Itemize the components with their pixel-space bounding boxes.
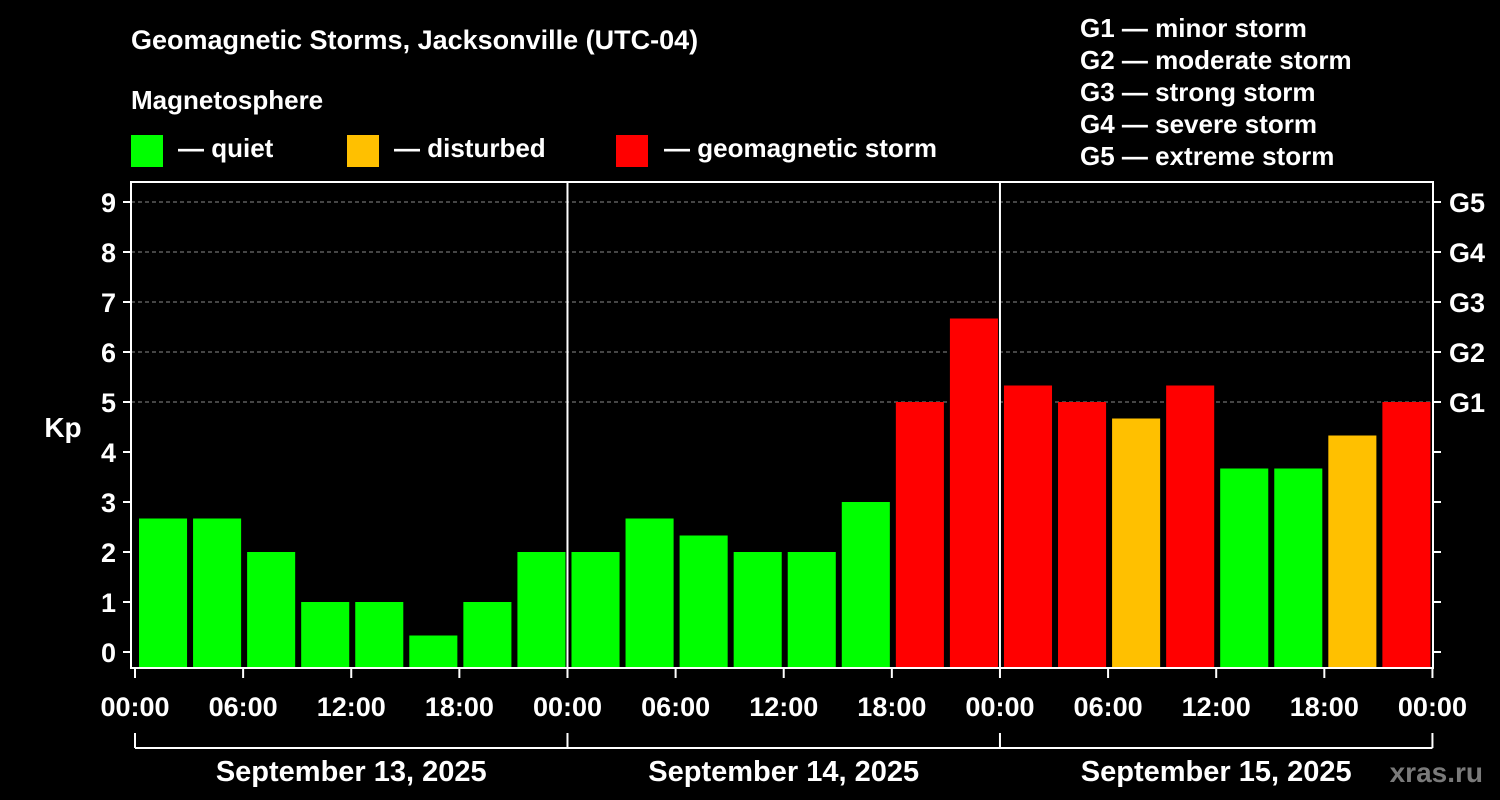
- x-tick-label-3: 18:00: [425, 692, 494, 722]
- storm-scale-g2: G2 — moderate storm: [1080, 45, 1352, 75]
- y-tick-label-7: 7: [101, 288, 116, 318]
- legend-swatch-disturbed: [347, 135, 379, 167]
- bars-group: [139, 318, 1484, 669]
- g-tick-label-g1: G1: [1449, 388, 1485, 418]
- storm-scale-g1: G1 — minor storm: [1080, 13, 1307, 43]
- watermark: xras.ru: [1390, 757, 1483, 788]
- bar-8: [571, 552, 620, 668]
- y-tick-label-8: 8: [101, 238, 116, 268]
- grid: [131, 201, 1433, 403]
- x-tick-label-10: 12:00: [1182, 692, 1251, 722]
- bar-0: [139, 518, 188, 668]
- g-scale-ticks: G1 G2 G3 G4 G5: [1433, 188, 1485, 653]
- storm-scale-legend: G1 — minor storm G2 — moderate storm G3 …: [1080, 13, 1352, 171]
- bar-11: [733, 552, 782, 668]
- y-tick-label-3: 3: [101, 488, 116, 518]
- storm-scale-g5: G5 — extreme storm: [1080, 141, 1334, 171]
- legend-heading: Magnetosphere: [131, 85, 323, 115]
- bar-14: [895, 402, 944, 668]
- bar-12: [787, 552, 836, 668]
- plot-frame: [130, 181, 1434, 669]
- y-axis-ticks: 0 1 2 3 4 5 6 7 8 9: [101, 188, 131, 668]
- x-tick-label-6: 12:00: [749, 692, 818, 722]
- bar-24: [1436, 469, 1484, 669]
- y-tick-label-6: 6: [101, 338, 116, 368]
- g-tick-label-g3: G3: [1449, 288, 1485, 318]
- x-tick-label-9: 06:00: [1074, 692, 1143, 722]
- bar-19: [1166, 385, 1215, 668]
- legend-label-storm: — geomagnetic storm: [664, 133, 937, 163]
- bar-5: [409, 635, 458, 668]
- y-tick-label-1: 1: [101, 588, 116, 618]
- date-label-0: September 13, 2025: [216, 756, 487, 788]
- bar-15: [949, 318, 998, 668]
- bar-3: [301, 602, 350, 668]
- bar-20: [1220, 468, 1269, 668]
- date-label-2: September 15, 2025: [1081, 756, 1352, 788]
- x-tick-label-5: 06:00: [641, 692, 710, 722]
- x-tick-label-7: 18:00: [857, 692, 926, 722]
- legend-item-disturbed: — disturbed: [347, 133, 546, 167]
- date-label-1: September 14, 2025: [648, 756, 919, 788]
- bar-2: [247, 552, 296, 668]
- legend-item-storm: — geomagnetic storm: [616, 133, 937, 167]
- bar-21: [1274, 468, 1323, 668]
- y-tick-label-4: 4: [101, 438, 116, 468]
- legend-swatch-storm: [616, 135, 648, 167]
- bar-17: [1058, 402, 1107, 668]
- bar-9: [625, 518, 674, 668]
- bars: [139, 318, 1484, 669]
- x-tick-label-11: 18:00: [1290, 692, 1359, 722]
- x-tick-label-1: 06:00: [209, 692, 278, 722]
- bar-10: [679, 535, 728, 668]
- bar-7: [517, 552, 566, 668]
- date-axis: September 13, 2025 September 14, 2025 Sept…: [134, 733, 1434, 788]
- x-tick-label-4: 00:00: [533, 692, 602, 722]
- legend: — quiet — disturbed — geomagnetic storm: [131, 133, 937, 167]
- x-tick-label-8: 00:00: [965, 692, 1034, 722]
- bar-13: [841, 502, 890, 668]
- bar-16: [1003, 385, 1053, 668]
- g-tick-label-g4: G4: [1449, 238, 1485, 268]
- x-axis-ticks: 00:00 06:00 12:00 18:00 00:00 06:00 12:00 18:00…: [100, 668, 1467, 722]
- legend-label-quiet: — quiet: [178, 133, 274, 163]
- y-tick-label-2: 2: [101, 538, 116, 568]
- storm-scale-g3: G3 — strong storm: [1080, 77, 1315, 107]
- legend-item-quiet: — quiet: [131, 133, 274, 167]
- x-tick-label-12: 00:00: [1398, 692, 1467, 722]
- y-axis-label: Kp: [44, 412, 81, 443]
- bar-18: [1112, 418, 1161, 668]
- x-tick-label-0: 00:00: [100, 692, 169, 722]
- bar-4: [355, 602, 404, 668]
- bar-1: [193, 518, 242, 668]
- y-tick-label-9: 9: [101, 188, 116, 218]
- storm-scale-g4: G4 — severe storm: [1080, 109, 1317, 139]
- y-tick-label-5: 5: [101, 388, 116, 418]
- g-tick-label-g5: G5: [1449, 188, 1485, 218]
- chart-title: Geomagnetic Storms, Jacksonville (UTC-04…: [131, 25, 698, 55]
- g-tick-label-g2: G2: [1449, 338, 1485, 368]
- legend-swatch-quiet: [131, 135, 163, 167]
- plot-border: [130, 181, 1434, 669]
- x-tick-label-2: 12:00: [317, 692, 386, 722]
- y-tick-label-0: 0: [101, 638, 116, 668]
- bar-23: [1382, 402, 1431, 668]
- bar-22: [1328, 435, 1377, 668]
- legend-label-disturbed: — disturbed: [394, 133, 546, 163]
- bar-6: [463, 602, 512, 668]
